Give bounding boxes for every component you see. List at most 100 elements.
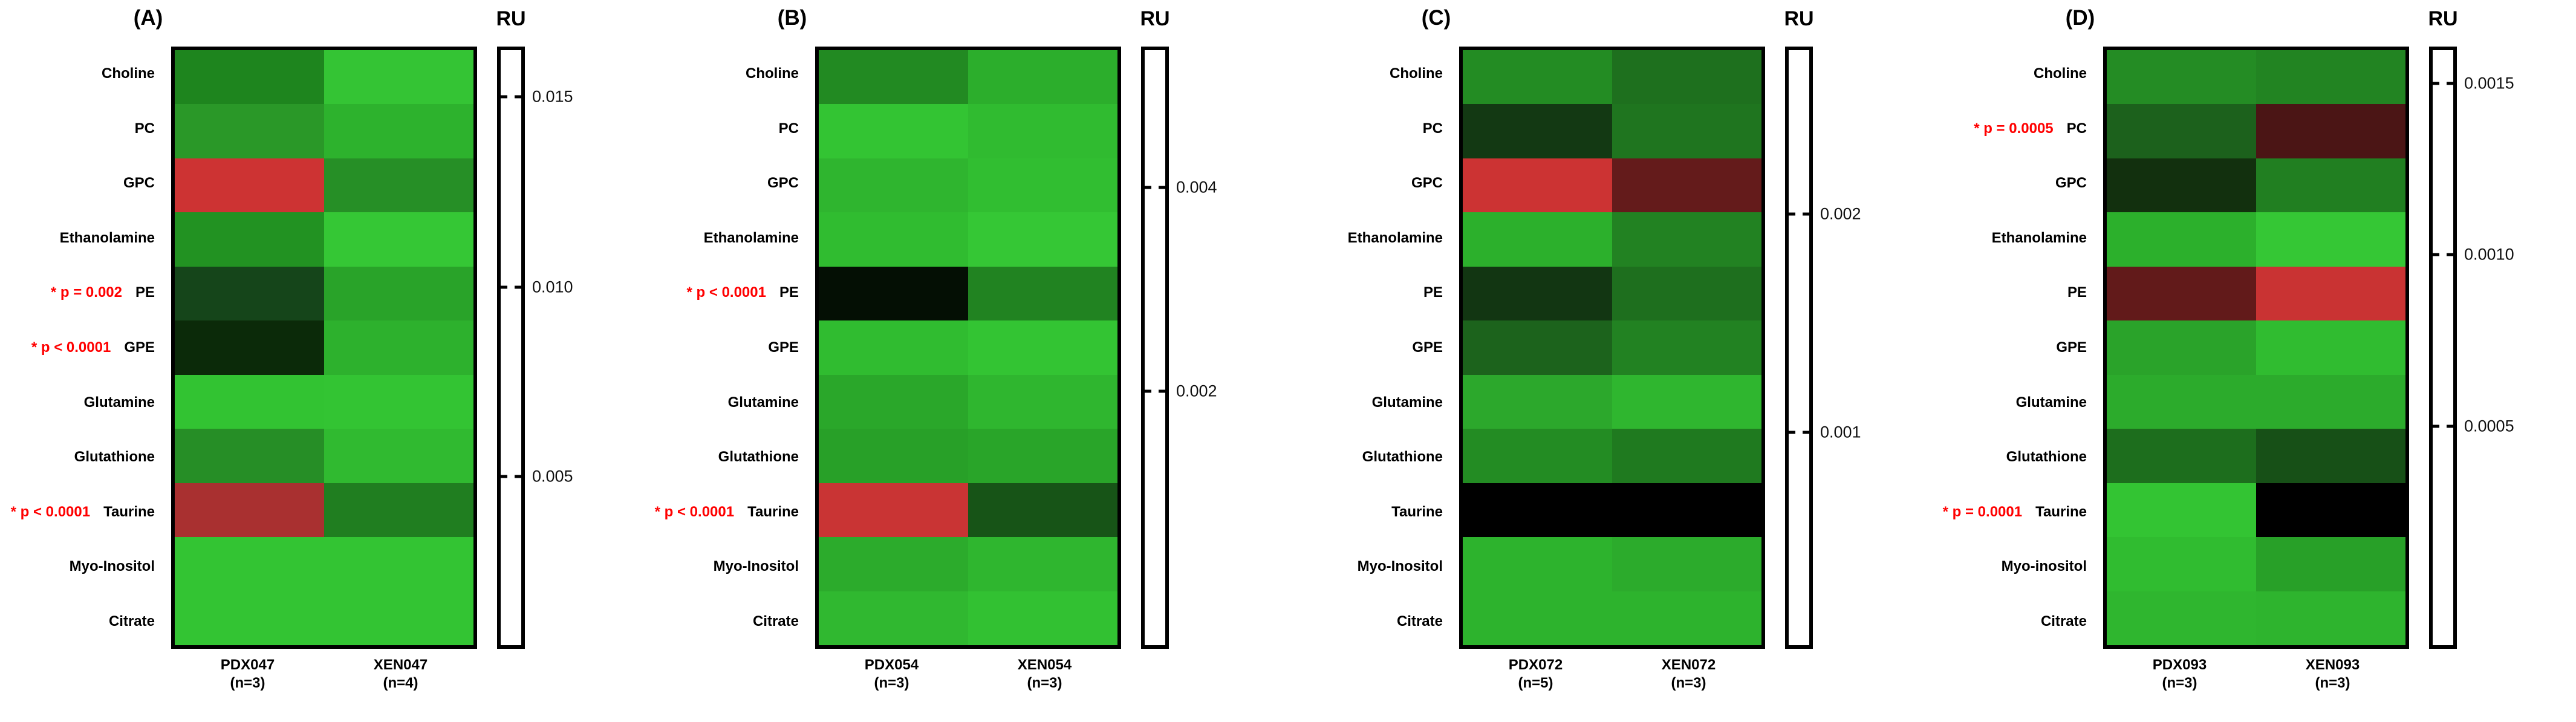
row-labels: Choline * p = 0.0005 PC GPC Ethanolamine PE GP… xyxy=(1932,47,2095,649)
heatmap-cell xyxy=(2107,483,2256,538)
column-label: XEN047 (n=4) xyxy=(324,656,477,692)
row-label: Myo-inositol xyxy=(1932,539,2095,594)
metabolite-name: Ethanolamine xyxy=(1991,229,2087,246)
heatmap-cell xyxy=(2256,212,2405,267)
metabolite-name: PE xyxy=(2067,284,2087,301)
heatmap-cell xyxy=(819,158,968,213)
metabolite-name: PC xyxy=(2066,120,2087,137)
heatmap-cell xyxy=(324,483,473,538)
panel-letter: (C) xyxy=(1421,6,1451,30)
heatmap-cell xyxy=(2256,104,2405,158)
row-label: Citrate xyxy=(644,594,807,649)
metabolite-name: Citrate xyxy=(752,613,799,629)
row-labels: Choline PC GPC Ethanolamine * p = 0.002 PE * p… xyxy=(0,47,163,649)
column-n: (n=3) xyxy=(1027,675,1062,691)
colorbar-tick-mark xyxy=(1803,212,1809,216)
heatmap-cell xyxy=(1463,104,1612,158)
metabolite-name: GPE xyxy=(1412,339,1443,356)
column-n: (n=4) xyxy=(383,675,418,691)
colorbar-tick-mark xyxy=(515,475,521,478)
heatmap-cell xyxy=(968,50,1117,105)
column-name: PDX054 xyxy=(864,657,919,673)
heatmap-cell xyxy=(1612,212,1761,267)
heatmap-cell xyxy=(819,266,968,321)
metabolite-name: Taurine xyxy=(1391,503,1443,520)
column-labels: PDX093 (n=3) XEN093 (n=3) xyxy=(2103,656,2409,692)
heatmap-cell xyxy=(819,320,968,375)
metabolite-name: Glutathione xyxy=(1362,449,1443,466)
heatmap-cell xyxy=(1463,537,1612,591)
heatmap-cell xyxy=(2107,50,2256,105)
colorbar-tick-mark xyxy=(2447,253,2453,256)
heatmap-cell xyxy=(2107,320,2256,375)
significance-label: * p = 0.0005 xyxy=(1974,120,2054,137)
row-label: Glutathione xyxy=(0,430,163,485)
column-n: (n=3) xyxy=(230,675,265,691)
column-labels: PDX047 (n=3) XEN047 (n=4) xyxy=(171,656,477,692)
heatmap-cell xyxy=(1612,104,1761,158)
heatmap-cell xyxy=(1612,429,1761,483)
colorbar-tick-mark xyxy=(2447,424,2453,428)
row-label: Ethanolamine xyxy=(1288,211,1451,266)
metabolite-name: Glutamine xyxy=(1371,394,1443,411)
row-label: Choline xyxy=(1932,47,2095,102)
column-n: (n=3) xyxy=(874,675,909,691)
heatmap-panel-b: (B) RU Choline PC GPC Ethanolamine * p < 0.000… xyxy=(644,0,1288,722)
panel-letter: (A) xyxy=(133,6,163,30)
metabolite-name: GPC xyxy=(123,175,155,192)
row-labels: Choline PC GPC Ethanolamine * p < 0.0001 PE GP… xyxy=(644,47,807,649)
heatmap-cell xyxy=(2256,483,2405,538)
metabolite-name: Citrate xyxy=(2040,613,2087,629)
column-labels: PDX072 (n=5) XEN072 (n=3) xyxy=(1459,656,1765,692)
heatmap-cell xyxy=(968,266,1117,321)
heatmap-grid xyxy=(1459,47,1765,649)
heatmap-cell xyxy=(175,429,324,483)
heatmap-cell xyxy=(819,591,968,645)
heatmap-cell xyxy=(1612,266,1761,321)
heatmap-cell xyxy=(1612,320,1761,375)
significance-label: * p < 0.0001 xyxy=(31,339,111,356)
heatmap-cell xyxy=(1463,429,1612,483)
metabolite-name: Glutamine xyxy=(83,394,155,411)
heatmap-cell xyxy=(324,158,473,213)
heatmap-cell xyxy=(1463,320,1612,375)
heatmap-grid xyxy=(815,47,1121,649)
row-label: Glutamine xyxy=(644,375,807,430)
heatmap-cell xyxy=(819,104,968,158)
heatmap-cell xyxy=(1463,591,1612,645)
heatmap-cell xyxy=(2107,266,2256,321)
heatmap-cell xyxy=(1612,158,1761,213)
row-labels: Choline PC GPC Ethanolamine PE GPE Glutamine Gl… xyxy=(1288,47,1451,649)
heatmap-cell xyxy=(2107,158,2256,213)
metabolite-name: Taurine xyxy=(2035,503,2087,520)
metabolite-name: PE xyxy=(779,284,799,301)
row-label: * p < 0.0001 GPE xyxy=(0,320,163,376)
heatmap-cell xyxy=(175,320,324,375)
heatmap-cell xyxy=(968,374,1117,429)
colorbar-tick-mark xyxy=(1145,389,1151,393)
column-label: XEN054 (n=3) xyxy=(968,656,1121,692)
heatmap-cell xyxy=(324,212,473,267)
row-label: PE xyxy=(1932,265,2095,320)
colorbar-tick-mark xyxy=(501,285,507,289)
row-label: * p = 0.0005 PC xyxy=(1932,102,2095,157)
metabolite-name: Myo-Inositol xyxy=(713,558,799,575)
heatmap-cell xyxy=(1612,591,1761,645)
colorbar-tick-label: 0.004 xyxy=(1176,178,1217,197)
row-label: GPE xyxy=(1288,320,1451,376)
colorbar-tick-mark xyxy=(2447,82,2453,85)
heatmap-cell xyxy=(324,320,473,375)
column-name: PDX047 xyxy=(220,657,275,673)
metabolite-name: PC xyxy=(1422,120,1443,137)
column-label: XEN093 (n=3) xyxy=(2256,656,2409,692)
heatmap-cell xyxy=(968,158,1117,213)
heatmap-grid xyxy=(2103,47,2409,649)
metabolite-name: Taurine xyxy=(747,503,799,520)
heatmap-cell xyxy=(175,50,324,105)
colorbar-tick-label: 0.002 xyxy=(1176,382,1217,400)
colorbar-tick-mark xyxy=(515,285,521,289)
row-label: Citrate xyxy=(1288,594,1451,649)
heatmap-cell xyxy=(175,212,324,267)
colorbar-unit-label: RU xyxy=(2428,7,2458,30)
metabolite-name: Ethanolamine xyxy=(703,229,799,246)
